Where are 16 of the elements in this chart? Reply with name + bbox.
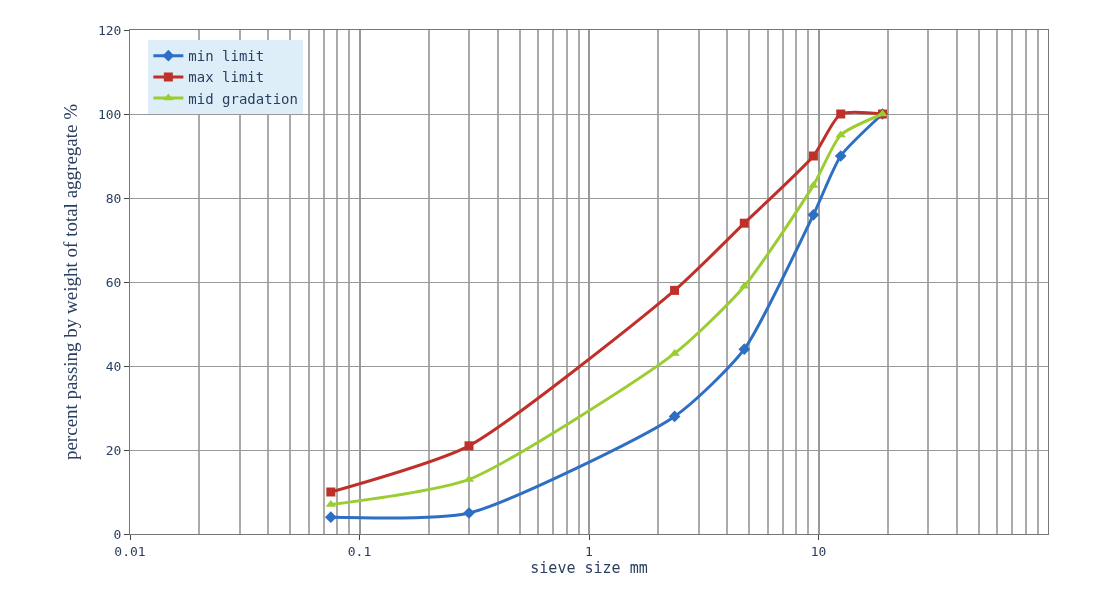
- x-axis-title: sieve size mm: [530, 558, 648, 577]
- y-tick-label: 80: [105, 190, 122, 206]
- y-tick-label: 0: [113, 526, 122, 542]
- y-tick-label: 40: [105, 358, 122, 374]
- y-axis-title: percent passing by weight of total aggregate %: [59, 103, 81, 461]
- x-tick-label: 0.1: [347, 543, 372, 559]
- y-tick-label: 20: [105, 442, 122, 458]
- x-tick-label: 1: [585, 543, 593, 559]
- x-tick-label: 0.01: [114, 543, 146, 559]
- y-tick-label: 100: [97, 106, 122, 122]
- y-tick-label: 120: [97, 22, 122, 38]
- x-tick-label: 10: [810, 543, 827, 559]
- legend-label: min limit: [188, 48, 265, 65]
- legend-label: max limit: [188, 69, 265, 86]
- y-tick-label: 60: [105, 274, 122, 290]
- legend-label: mid gradation: [188, 90, 298, 107]
